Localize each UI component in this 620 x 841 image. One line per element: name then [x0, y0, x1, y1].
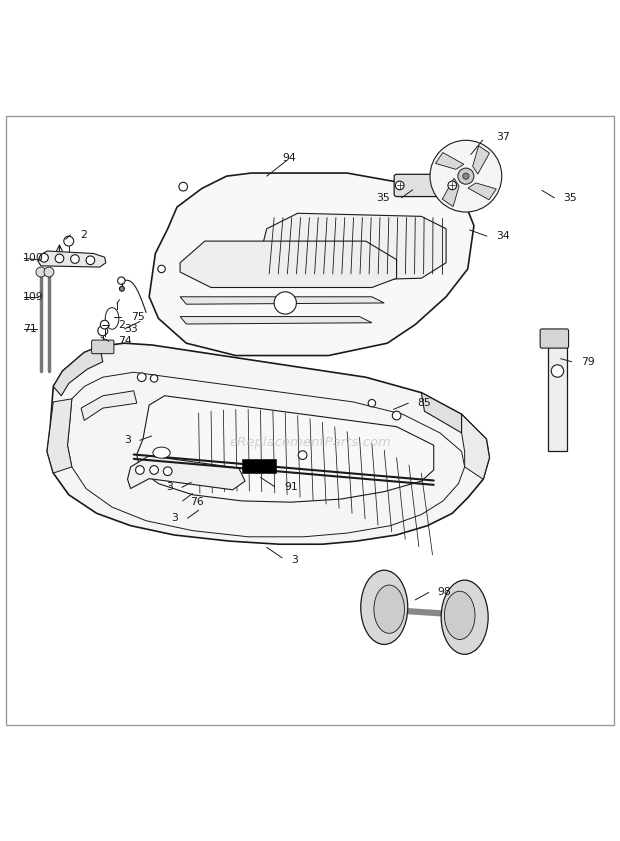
Ellipse shape — [445, 591, 475, 639]
Circle shape — [298, 451, 307, 459]
Bar — [242, 459, 276, 473]
Ellipse shape — [374, 585, 404, 633]
FancyBboxPatch shape — [92, 340, 114, 354]
Circle shape — [392, 411, 401, 420]
Polygon shape — [81, 391, 137, 420]
Circle shape — [551, 365, 564, 378]
Polygon shape — [435, 152, 464, 169]
Polygon shape — [442, 178, 459, 207]
Polygon shape — [180, 241, 397, 288]
Circle shape — [417, 188, 426, 196]
Polygon shape — [548, 343, 567, 452]
Circle shape — [71, 255, 79, 263]
Text: 3: 3 — [124, 436, 131, 445]
Text: 76: 76 — [190, 497, 204, 507]
Circle shape — [138, 373, 146, 382]
Polygon shape — [180, 316, 372, 324]
Text: 91: 91 — [284, 482, 298, 492]
Polygon shape — [468, 183, 497, 200]
Circle shape — [118, 277, 125, 284]
Polygon shape — [128, 456, 245, 489]
Polygon shape — [53, 346, 103, 396]
Circle shape — [100, 320, 109, 329]
Text: 74: 74 — [118, 336, 132, 346]
Polygon shape — [149, 173, 474, 356]
Polygon shape — [422, 393, 461, 433]
Text: 98: 98 — [438, 588, 451, 597]
Circle shape — [86, 256, 95, 265]
Circle shape — [158, 265, 166, 272]
Ellipse shape — [153, 447, 170, 458]
Circle shape — [40, 253, 48, 262]
Polygon shape — [38, 251, 106, 267]
Text: 71: 71 — [23, 324, 37, 334]
Circle shape — [98, 325, 108, 336]
Text: 75: 75 — [131, 311, 144, 321]
Circle shape — [458, 168, 474, 184]
Ellipse shape — [441, 580, 488, 654]
FancyBboxPatch shape — [540, 329, 569, 348]
Text: 85: 85 — [418, 398, 432, 408]
Circle shape — [164, 467, 172, 475]
Circle shape — [136, 466, 144, 474]
Text: 100: 100 — [23, 253, 44, 263]
Circle shape — [36, 267, 46, 277]
Circle shape — [179, 182, 187, 191]
Polygon shape — [180, 297, 384, 304]
Polygon shape — [47, 399, 72, 473]
Circle shape — [448, 181, 456, 190]
Text: 2: 2 — [118, 320, 125, 330]
Text: 2: 2 — [80, 230, 87, 240]
Circle shape — [368, 399, 376, 407]
FancyBboxPatch shape — [394, 174, 458, 197]
Text: 3: 3 — [171, 513, 178, 523]
Text: eReplacementParts.com: eReplacementParts.com — [229, 436, 391, 448]
Circle shape — [151, 375, 158, 382]
Text: 3: 3 — [291, 555, 298, 564]
Polygon shape — [47, 343, 489, 544]
Circle shape — [463, 173, 469, 179]
Circle shape — [150, 466, 159, 474]
Circle shape — [430, 140, 502, 212]
Text: 35: 35 — [377, 193, 391, 203]
Polygon shape — [472, 145, 490, 174]
Ellipse shape — [361, 570, 408, 644]
Circle shape — [55, 254, 64, 262]
Text: 34: 34 — [496, 231, 510, 241]
Text: 79: 79 — [581, 357, 595, 367]
Text: 33: 33 — [125, 324, 138, 334]
Circle shape — [64, 236, 74, 246]
Text: 35: 35 — [564, 193, 577, 203]
Text: 37: 37 — [496, 132, 510, 142]
Circle shape — [396, 181, 404, 190]
Text: 3: 3 — [166, 482, 172, 492]
Polygon shape — [461, 415, 489, 479]
Text: 94: 94 — [283, 153, 296, 163]
Circle shape — [44, 267, 54, 277]
Polygon shape — [260, 214, 446, 281]
Ellipse shape — [105, 308, 119, 330]
Text: 109: 109 — [23, 292, 44, 302]
Polygon shape — [137, 396, 434, 502]
Circle shape — [120, 286, 125, 291]
Circle shape — [274, 292, 296, 314]
